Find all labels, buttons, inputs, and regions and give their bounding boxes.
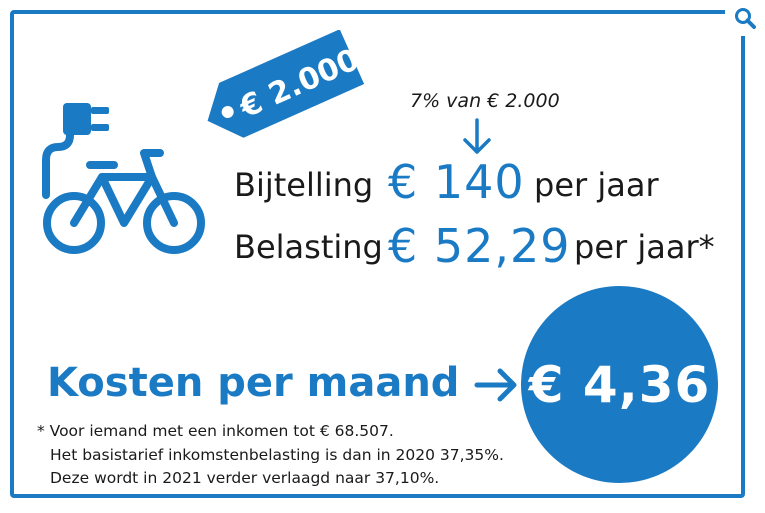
- bijtelling-value: € 140: [388, 155, 525, 209]
- arrow-down-icon: [463, 118, 491, 154]
- footnote-line-1: * Voor iemand met een inkomen tot € 68.5…: [37, 422, 394, 440]
- arrow-right-icon: [474, 368, 517, 402]
- bijtelling-suffix: per jaar: [534, 166, 659, 204]
- footnote-line-3: Deze wordt in 2021 verder verlaagd naar …: [50, 469, 440, 487]
- monthly-cost-value: € 4,36: [528, 355, 711, 414]
- monthly-cost-label: Kosten per maand: [47, 360, 460, 406]
- electric-bike-icon: [42, 103, 205, 254]
- belasting-suffix: per jaar*: [574, 228, 715, 266]
- bijtelling-label: Bijtelling: [234, 166, 374, 204]
- belasting-value: € 52,29: [388, 219, 571, 273]
- zoom-button[interactable]: [725, 0, 765, 36]
- calculation-note: 7% van € 2.000: [410, 90, 560, 112]
- belasting-label: Belasting: [234, 228, 383, 266]
- infographic-frame: [10, 10, 745, 498]
- footnote-line-2: Het basistarief inkomstenbelasting is da…: [50, 446, 504, 464]
- price-tag-icon: € 2.000: [207, 30, 364, 138]
- magnifier-icon: [735, 8, 756, 29]
- monthly-cost-badge: € 4,36: [521, 286, 718, 483]
